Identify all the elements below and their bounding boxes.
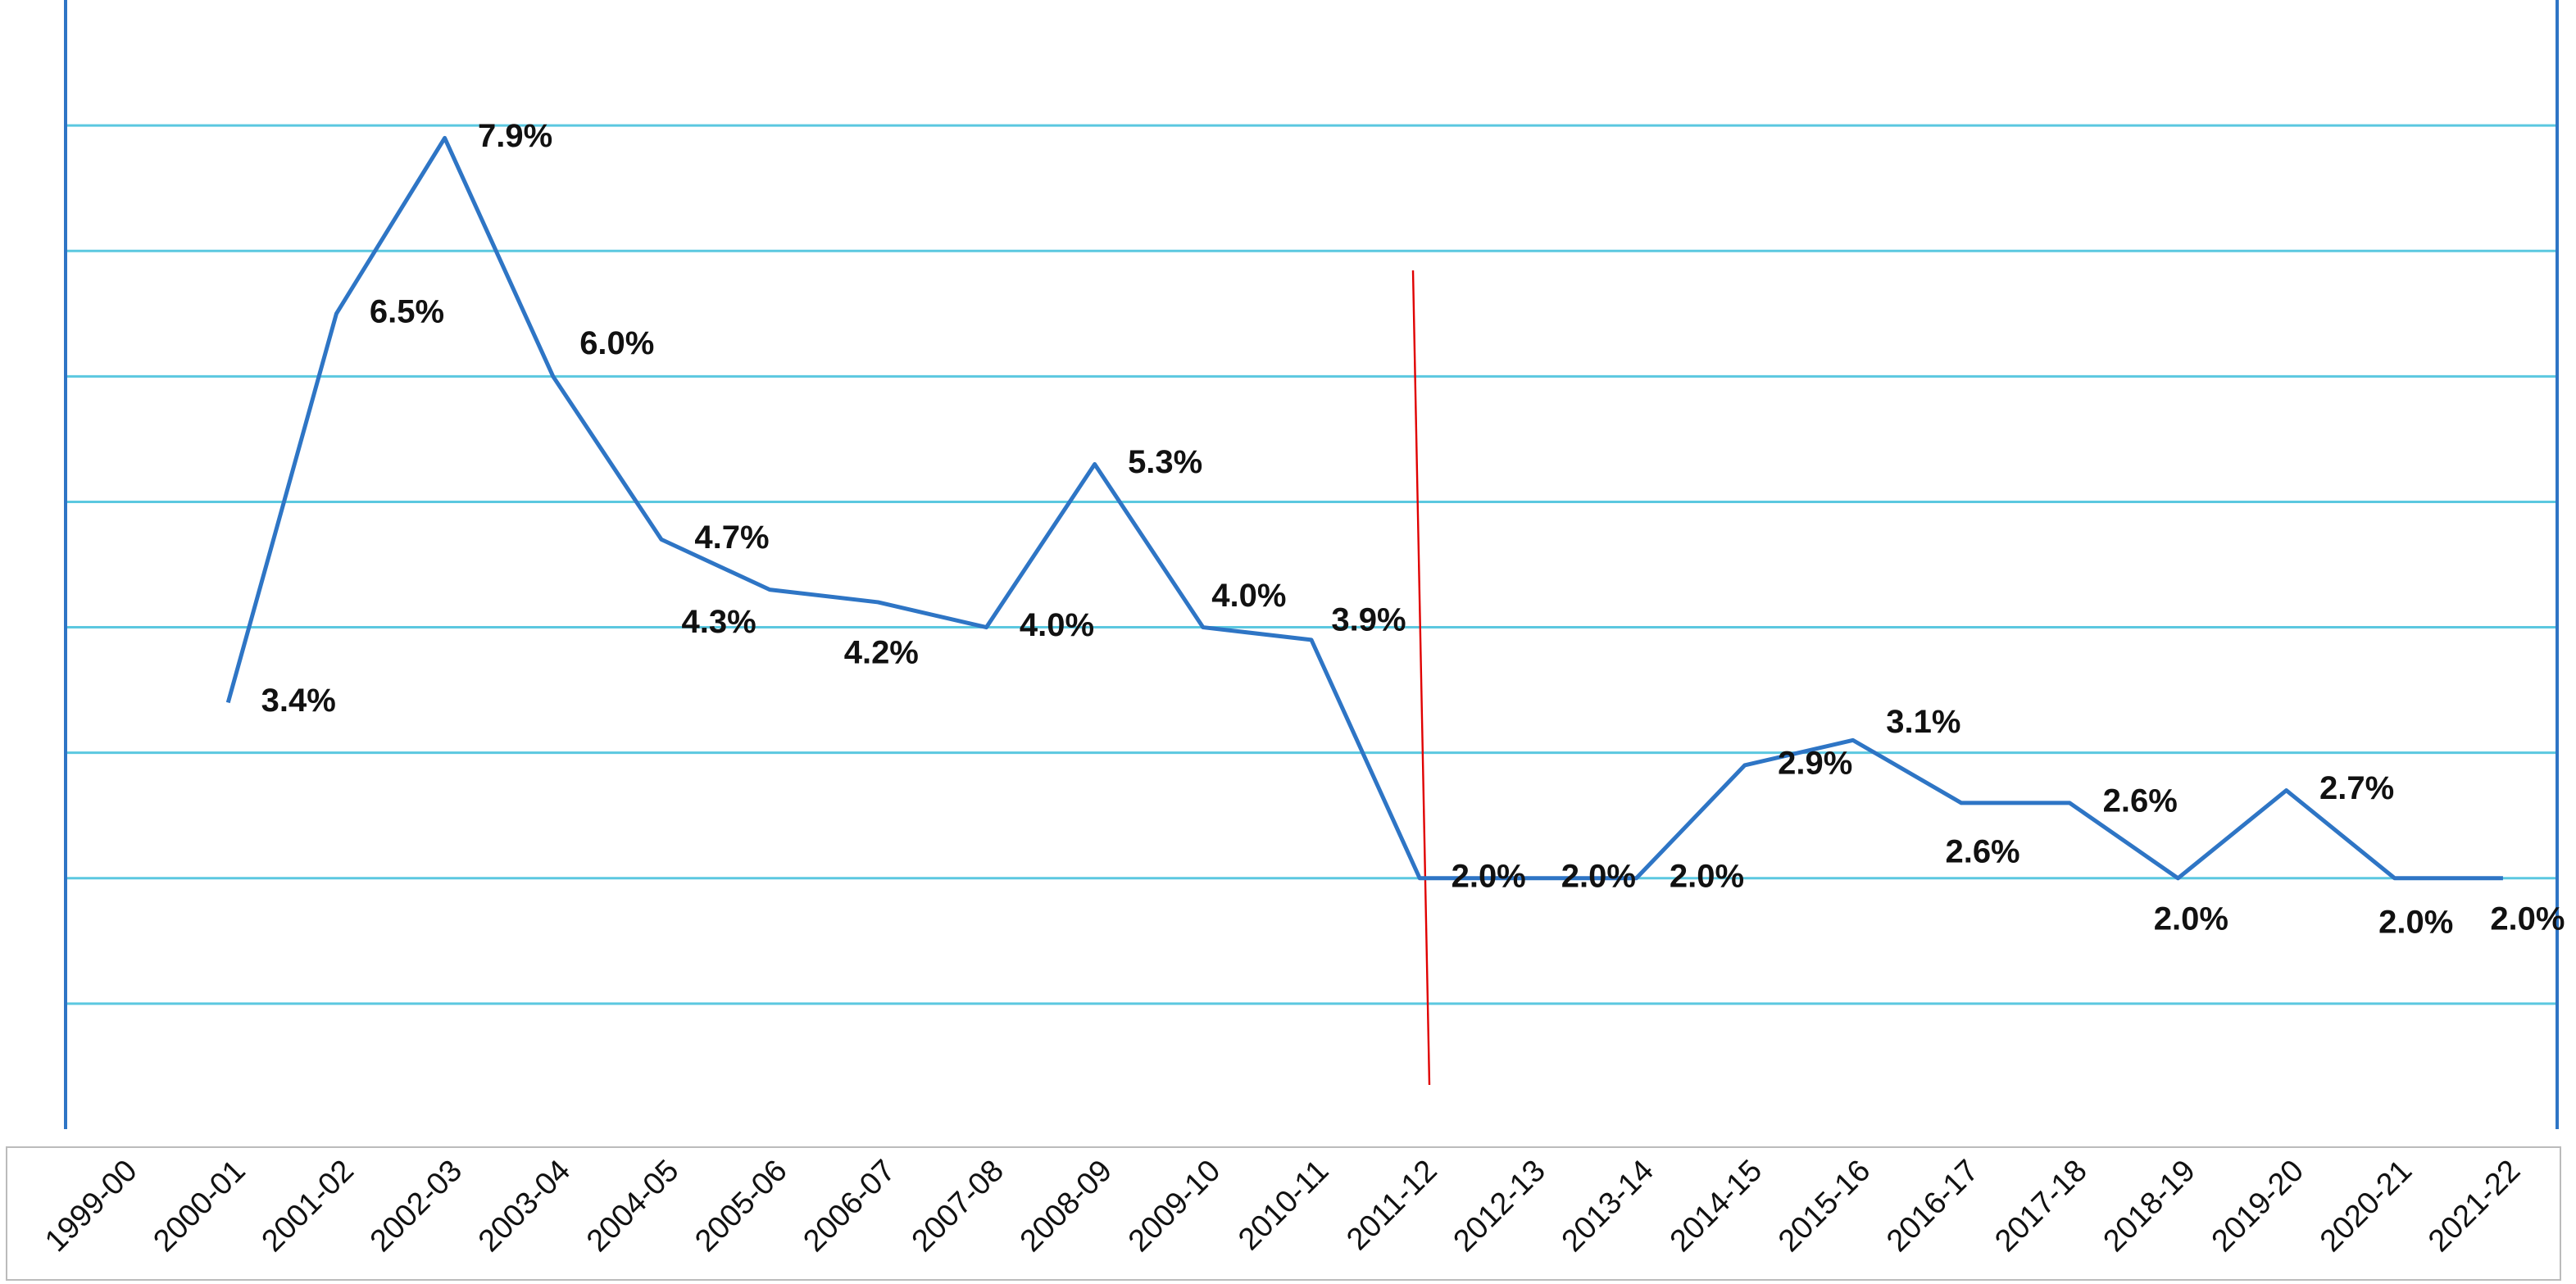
data-label: 3.1%	[1886, 704, 1960, 740]
x-tick-label: 2002-03	[364, 1154, 469, 1259]
data-label: 2.6%	[1945, 833, 2019, 869]
x-tick-label: 2003-04	[472, 1154, 577, 1259]
data-label: 4.3%	[682, 604, 756, 640]
data-label: 3.4%	[261, 683, 336, 719]
x-tick-label: 2019-20	[2206, 1154, 2310, 1259]
data-label: 2.0%	[2490, 901, 2565, 937]
divider-line	[1411, 270, 1431, 1086]
x-tick-label: 2008-09	[1014, 1154, 1119, 1259]
x-tick-label: 2010-11	[1232, 1154, 1335, 1257]
data-label: 2.6%	[2103, 783, 2178, 819]
data-label: 2.0%	[2378, 904, 2453, 940]
x-tick-label: 2014-15	[1664, 1154, 1769, 1259]
x-tick-label: 2000-01	[147, 1154, 252, 1259]
x-axis-box	[6, 1146, 2561, 1281]
data-label: 2.0%	[2154, 901, 2228, 937]
data-label: 4.0%	[1020, 607, 1094, 643]
x-tick-label: 2021-22	[2422, 1154, 2527, 1259]
data-label: 2.0%	[1670, 858, 1744, 894]
data-label: 4.0%	[1211, 578, 1286, 614]
data-label: 4.7%	[694, 519, 769, 556]
x-tick-label: 2015-16	[1772, 1154, 1877, 1259]
data-label: 2.0%	[1452, 858, 1526, 894]
x-tick-label: 2018-19	[2097, 1154, 2202, 1259]
data-label: 2.7%	[2319, 770, 2394, 806]
x-tick-label: 1999-00	[39, 1154, 143, 1259]
x-tick-label: 2020-21	[2314, 1154, 2419, 1259]
grid	[66, 124, 2557, 1005]
x-tick-label: 2013-14	[1556, 1154, 1661, 1259]
data-label: 6.5%	[370, 293, 444, 329]
x-tick-label: 2001-02	[256, 1154, 361, 1259]
data-label: 2.0%	[1561, 858, 1636, 894]
x-tick-label: 2007-08	[906, 1154, 1011, 1259]
x-tick-label: 2012-13	[1447, 1154, 1552, 1259]
data-label: 5.3%	[1128, 444, 1202, 480]
data-label: 4.2%	[844, 634, 919, 670]
x-tick-label: 2006-07	[797, 1154, 902, 1259]
x-tick-label: 2005-06	[688, 1154, 793, 1259]
data-label: 3.9%	[1331, 601, 1406, 637]
data-label: 2.9%	[1778, 746, 1852, 782]
x-tick-label: 2017-18	[1988, 1154, 2093, 1259]
x-tick-label: 2016-17	[1880, 1154, 1985, 1259]
series-line	[225, 135, 2503, 881]
x-tick-label: 2009-10	[1122, 1154, 1227, 1259]
data-label: 6.0%	[579, 325, 654, 361]
x-tick-label: 2011-12	[1340, 1154, 1443, 1257]
data-label: 7.9%	[478, 118, 552, 154]
plot: 3.4% 6.5% 7.9% 6.0% 4.7% 4.3% 4.2% 4.0% 5.3% 4.0%…	[225, 118, 2565, 940]
x-tick-label: 2004-05	[580, 1154, 685, 1259]
